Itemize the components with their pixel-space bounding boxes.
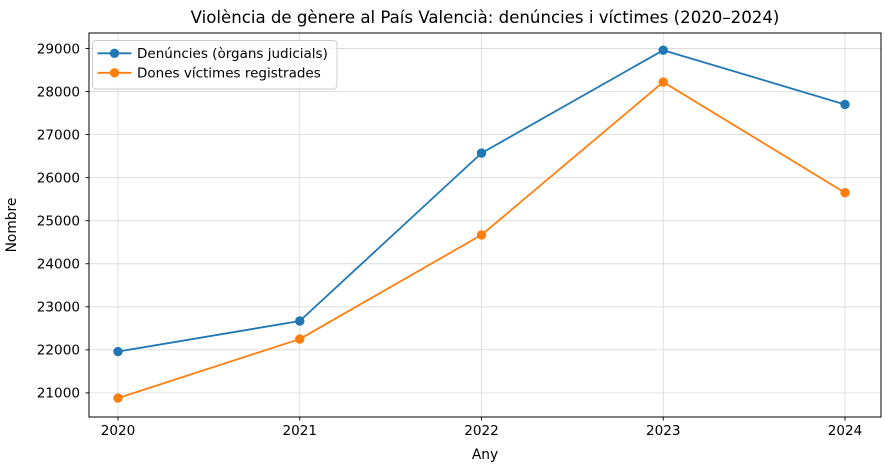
legend-box	[92, 40, 338, 90]
data-point-s1-2022	[476, 230, 487, 240]
y-tick-label-21000: 21000	[37, 386, 80, 402]
y-tick-label-28000: 28000	[37, 84, 80, 100]
data-point-s1-2024	[840, 188, 850, 198]
grid	[89, 33, 881, 417]
y-tick-label-26000: 26000	[37, 170, 80, 186]
series-layer	[113, 45, 850, 403]
legend-label-denuncies: Denúncies (òrgans judicials)	[137, 46, 328, 62]
data-point-s0-2022	[476, 148, 487, 158]
y-tick-label-29000: 29000	[37, 41, 80, 57]
x-tick-label-2023: 2023	[646, 423, 681, 439]
data-point-s0-2020	[113, 346, 123, 357]
y-tick-label-23000: 23000	[37, 300, 80, 316]
legend-marker-dot-denuncies	[109, 48, 120, 58]
x-tick-label-2022: 2022	[464, 423, 499, 439]
y-tick-label-25000: 25000	[37, 213, 80, 229]
data-point-s0-2023	[658, 45, 668, 55]
y-tick-label-24000: 24000	[37, 257, 80, 273]
data-point-s0-2024	[840, 99, 850, 110]
legend-label-victimes: Dones víctimes registrades	[137, 66, 321, 82]
legend: Denúncies (òrgans judicials) Dones vícti…	[92, 40, 338, 90]
x-axis-label: Any	[472, 447, 498, 463]
x-tick-label-2020: 2020	[101, 423, 136, 439]
data-point-s1-2021	[295, 334, 305, 344]
chart-title: Violència de gènere al País Valencià: de…	[191, 8, 780, 27]
data-point-s1-2023	[658, 77, 668, 87]
data-point-s1-2020	[113, 393, 123, 403]
legend-marker-dot-victimes	[109, 68, 120, 78]
x-tick-label-2021: 2021	[282, 423, 317, 439]
y-tick-label-22000: 22000	[37, 343, 80, 359]
y-axis-label: Nombre	[4, 198, 20, 253]
legend-entry-victimes: Dones víctimes registrades	[97, 66, 321, 82]
plot-border	[88, 32, 882, 418]
axis-ticks: 2020 2021 2022 2023 2024 21000 22000 23000 24000…	[37, 41, 863, 439]
y-tick-label-27000: 27000	[37, 127, 80, 143]
x-tick-label-2024: 2024	[828, 423, 863, 439]
legend-entry-denuncies: Denúncies (òrgans judicials)	[97, 46, 328, 62]
data-point-s0-2021	[295, 316, 305, 326]
